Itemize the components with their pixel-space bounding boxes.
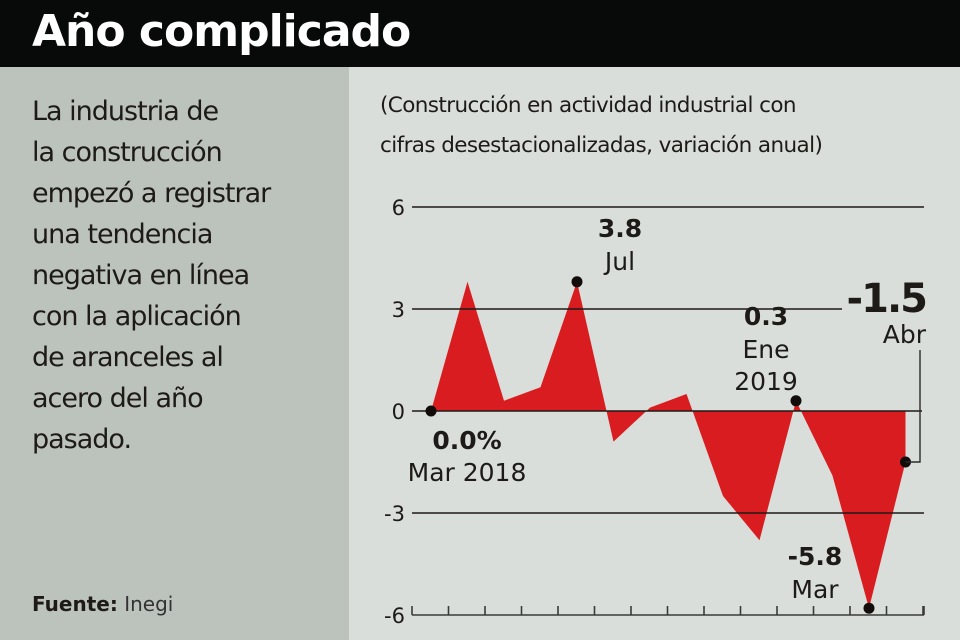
lead-line: La industria de — [32, 96, 219, 127]
data-point-marker — [790, 395, 802, 407]
lead-line: con la aplicación — [32, 301, 242, 332]
annotation-value-highlight: -1.5 — [847, 276, 927, 322]
chart-subtitle: (Construcción en actividad industrial co… — [380, 86, 950, 166]
source-label: Fuente: — [32, 592, 118, 616]
gridlines — [412, 206, 924, 514]
annotation-label: Mar — [791, 575, 839, 604]
subtitle-line: (Construcción en actividad industrial co… — [380, 93, 797, 118]
y-tick-label: -6 — [384, 604, 405, 628]
y-tick-label: 3 — [392, 298, 405, 322]
annotation-label: Ene — [742, 335, 789, 364]
lead-line: de aranceles al — [32, 342, 224, 373]
source-value: Inegi — [124, 592, 174, 616]
data-point-marker — [863, 602, 875, 614]
x-axis — [411, 606, 925, 616]
data-point-marker — [425, 405, 437, 417]
lead-line: la construcción — [32, 137, 223, 168]
lead-line: empezó a registrar — [32, 178, 271, 209]
lead-line: pasado. — [32, 424, 132, 455]
source-credit: Fuente: Inegi — [32, 592, 173, 616]
annotations: 0.0% Mar 2018 3.8 Jul 0.3 Ene 2019 -5.8 Mar -1.5A… — [408, 214, 928, 614]
y-tick-label: -3 — [384, 502, 405, 526]
annotation-value: 0.0% — [432, 426, 501, 455]
y-tick-label: 0 — [392, 400, 405, 424]
annotation-value: 3.8 — [598, 214, 642, 243]
sidebar-panel: La industria de la construcción empezó a… — [0, 67, 349, 640]
annotation-label: Mar 2018 — [408, 458, 527, 487]
subtitle-line: cifras desestacionalizadas, variación an… — [380, 133, 823, 158]
annotation-value: -5.8 — [788, 542, 843, 571]
lead-line: una tendencia — [32, 219, 213, 250]
lead-line: negativa en línea — [32, 260, 250, 291]
annotation-value: 0.3 — [744, 302, 788, 331]
annotation-label: Jul — [603, 247, 635, 276]
chart-title: Año complicado — [32, 6, 411, 57]
area-fill — [431, 281, 906, 609]
area-series — [431, 281, 906, 609]
lead-text: La industria de la construcción empezó a… — [32, 91, 342, 460]
annotation-label: 2019 — [734, 367, 798, 396]
annotation-leader-line — [905, 350, 921, 463]
data-point-marker — [571, 276, 583, 288]
lead-line: acero del año — [32, 383, 204, 414]
header-bar: Año complicado — [0, 0, 960, 67]
annotation-label: Abr — [883, 320, 927, 349]
y-tick-label: 6 — [392, 196, 405, 220]
y-axis-labels: 6 3 0 -3 -6 — [384, 196, 405, 628]
